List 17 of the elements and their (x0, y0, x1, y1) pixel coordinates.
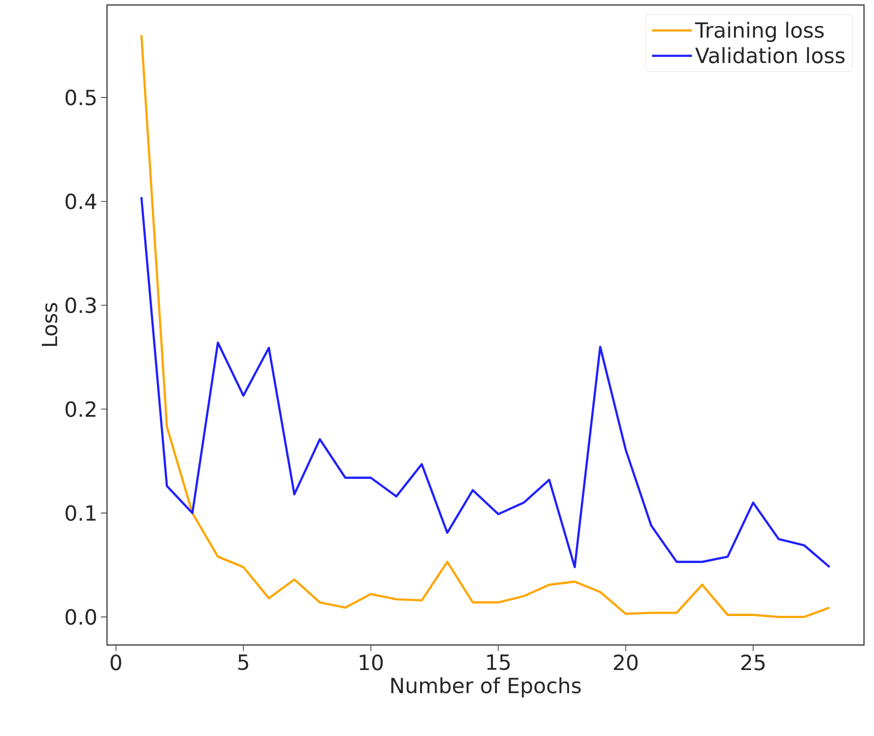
x-tick-label: 0 (110, 654, 122, 670)
y-tick-label: 0.1 (66, 505, 96, 521)
x-tick-label: 20 (614, 654, 638, 670)
x-tick-label: 10 (360, 654, 383, 670)
line-series (140, 196, 831, 568)
y-tick-label: 0.3 (66, 297, 96, 314)
legend-label: Training loss (695, 22, 824, 42)
x-axis-title: Number of Epochs (391, 677, 581, 698)
y-tick-label: 0.4 (66, 193, 96, 210)
y-tick-label: 0.0 (66, 609, 96, 625)
x-tick-label: 5 (238, 654, 248, 670)
y-axis-title: Loss (42, 303, 58, 346)
x-tick-label: 25 (741, 654, 765, 670)
x-tick-label: 15 (487, 654, 510, 670)
y-tick-label: 0.5 (66, 90, 96, 106)
legend-label: Validation loss (695, 47, 844, 64)
y-tick-label: 0.2 (66, 401, 96, 418)
